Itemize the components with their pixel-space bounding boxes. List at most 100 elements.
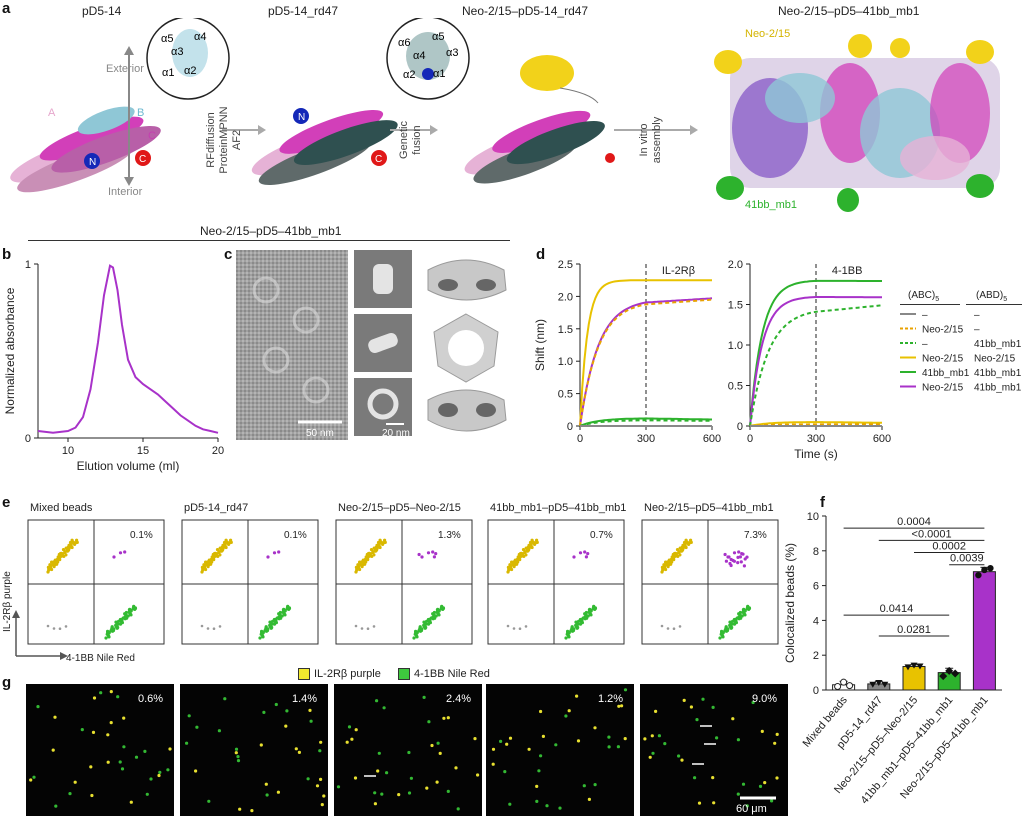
flow-plot: 1.3% — [335, 519, 473, 645]
title-neo-pd5-rd47: Neo-2/15–pD5-14_rd47 — [462, 4, 589, 18]
e-pct: 0.7% — [590, 530, 613, 541]
d-series-line — [749, 421, 883, 427]
neo-label: Neo-2/15 — [745, 28, 790, 40]
chain-a-label: A — [48, 107, 56, 119]
d-ytick-label: 2.0 — [728, 259, 743, 271]
bli-charts: 0 300 600 0 0.5 1.0 1.5 2.0 2.5 IL-2Rβ Shift (nm) 0… — [533, 259, 891, 461]
f-point — [869, 681, 877, 688]
section-rule — [28, 240, 510, 241]
d-ytick-label: 1.0 — [558, 356, 573, 368]
arrow-right-icon — [690, 125, 698, 135]
e-pct: 0.1% — [130, 530, 153, 541]
scale-50nm: 50 nm — [306, 428, 334, 439]
d-series-line — [579, 417, 712, 427]
e-plot-title: Neo-2/15–pD5–Neo-2/15 — [338, 502, 461, 514]
inset1-a3: α3 — [171, 46, 183, 58]
d-ytick-label: 2.5 — [558, 259, 573, 271]
f-ytick-label: 0 — [813, 685, 819, 697]
g-legend-purple: IL-2Rβ purple — [298, 668, 381, 680]
inset1-a4: α4 — [194, 31, 206, 43]
f-pvalue: 0.0281 — [897, 624, 931, 636]
f-ytick-label: 8 — [813, 546, 819, 558]
section-title: Neo-2/15–pD5–41bb_mb1 — [200, 224, 342, 238]
protein-structure-2 — [251, 108, 398, 185]
f-point — [840, 678, 848, 686]
fluorescence-image: 0.6% — [26, 684, 174, 816]
d-ytick-label: 0 — [737, 421, 743, 433]
e-pct: 0.1% — [284, 530, 307, 541]
f-point — [916, 663, 924, 670]
g-pct: 1.4% — [292, 693, 317, 705]
panel-label-f: f — [820, 494, 825, 511]
f-bar — [902, 666, 926, 691]
legend-c2: – — [974, 310, 980, 321]
em-panel: 50 nm 20 nm — [236, 250, 507, 440]
b-ylabel: Normalized absorbance — [3, 287, 17, 414]
flow-plot: 0.1% — [181, 519, 319, 645]
d-ytick-label: 2.0 — [558, 291, 573, 303]
step2-text: Genetic fusion — [398, 121, 423, 159]
d-xlabel: Time (s) — [794, 447, 838, 461]
f-pvalue: 0.0002 — [932, 541, 966, 553]
inset1-a1: α1 — [162, 67, 174, 79]
d-ylabel: Shift (nm) — [533, 319, 547, 371]
e-pct: 1.3% — [438, 530, 461, 541]
exterior-label: Exterior — [106, 63, 144, 75]
d-ytick-label: 0.5 — [728, 381, 743, 393]
b-trace — [37, 264, 219, 434]
f-point — [846, 682, 854, 690]
legend-c1: Neo-2/15 — [922, 383, 964, 394]
f-point — [945, 666, 954, 675]
flow-plot: 0.7% — [487, 519, 625, 645]
inset2-a3: α3 — [446, 47, 458, 59]
protein-structure-1 — [10, 106, 161, 193]
d-chart-title: 4-1BB — [832, 265, 863, 277]
g-pct: 0.6% — [138, 693, 163, 705]
legend-c2: 41bb_mb1 — [974, 368, 1022, 379]
d-series-line — [749, 423, 882, 427]
d-series-line — [579, 298, 713, 427]
class-avg-3 — [354, 378, 412, 436]
d-series-line — [749, 304, 883, 427]
d-series-line — [749, 279, 882, 427]
arrow-right-icon — [258, 125, 266, 135]
flow-plot: 7.3% — [641, 519, 779, 645]
em-micrograph — [236, 250, 348, 440]
sec-chart: 10 15 20 0 1 Elution volume (ml) Normalized ab… — [3, 259, 224, 473]
title-pd5-14-rd47: pD5-14_rd47 — [268, 4, 339, 18]
arrow-up-icon — [124, 46, 134, 55]
legend-c1: Neo-2/15 — [922, 325, 964, 336]
legend-c2: 41bb_mb1 — [974, 339, 1022, 350]
f-ylabel: Colocalized beads (%) — [783, 543, 797, 663]
panel-label-e: e — [2, 494, 11, 511]
inset2-a2: α2 — [403, 69, 415, 81]
d-xtick-label: 300 — [807, 433, 825, 445]
f-point — [904, 664, 912, 671]
term-n-2: N — [298, 112, 305, 123]
d-ytick-label: 1.0 — [728, 340, 743, 352]
d-ytick-label: 1.5 — [728, 300, 743, 312]
f-ytick-label: 2 — [813, 650, 819, 662]
d-series-line — [749, 296, 882, 427]
inset2-a1: α1 — [433, 68, 445, 80]
b-ytick-label: 1 — [25, 259, 31, 271]
assembly-structure — [714, 34, 1000, 212]
flow-plot-frame — [641, 519, 779, 645]
d-ytick-label: 0.5 — [558, 389, 573, 401]
d-chart-title: IL-2Rβ — [662, 265, 695, 277]
panel-label-b: b — [2, 246, 12, 263]
g-pct: 2.4% — [446, 693, 471, 705]
g-legend-red: 4-1BB Nile Red — [398, 668, 490, 680]
green-square-icon — [398, 668, 410, 680]
f-point — [987, 565, 994, 572]
d-xtick-label: 0 — [577, 433, 583, 445]
b-xtick-label: 10 — [62, 445, 74, 457]
step3-text: In vitro assembly — [638, 116, 663, 164]
flow-plot-frame — [181, 519, 319, 645]
scale-20nm: 20 nm — [382, 428, 410, 439]
b-xtick-label: 15 — [137, 445, 149, 457]
f-ytick-label: 4 — [813, 615, 819, 627]
d-xtick-label: 300 — [637, 433, 655, 445]
b-xtick-label: 20 — [212, 445, 224, 457]
